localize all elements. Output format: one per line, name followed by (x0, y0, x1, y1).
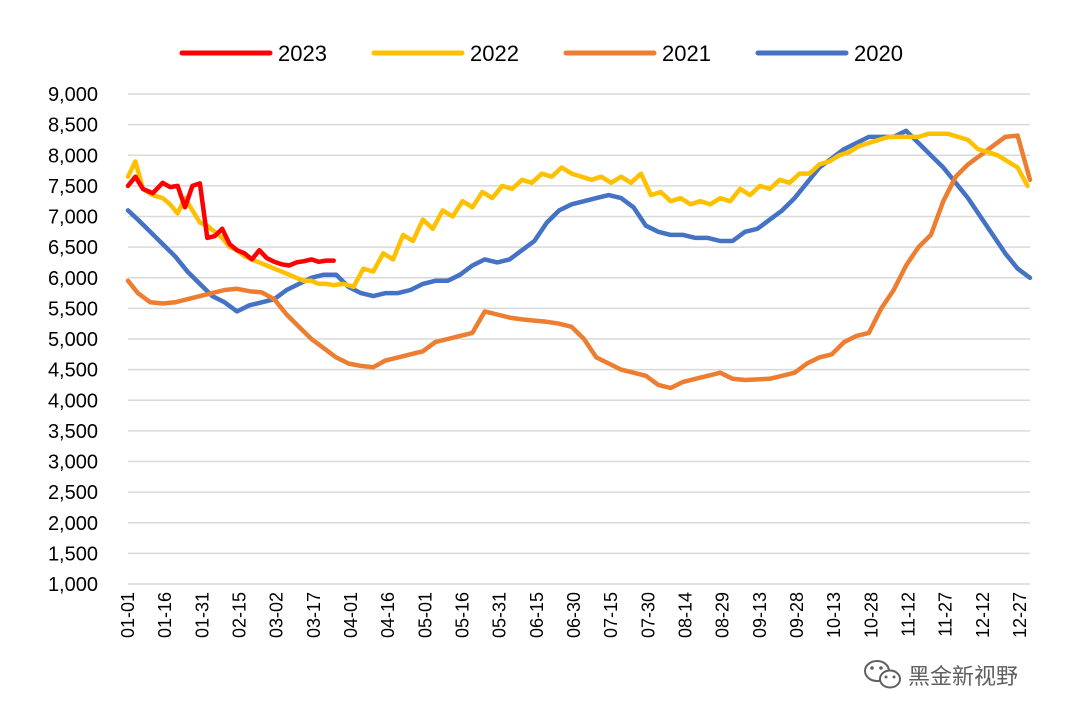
series-line-2022 (125, 131, 1030, 290)
wechat-icon (864, 660, 901, 689)
x-tick-label: 05-16 (453, 592, 473, 638)
legend-item-2023: 2023 (179, 41, 327, 66)
x-tick-label: 12-27 (1010, 592, 1030, 638)
series-lines (125, 128, 1033, 391)
x-tick-label: 06-15 (527, 592, 547, 638)
y-tick-label: 1,000 (48, 574, 98, 596)
x-tick-label: 02-15 (230, 592, 250, 638)
y-axis-ticks: 1,000 1,500 2,000 2,500 3,000 3,500 4,000 4,500… (48, 84, 98, 596)
x-tick-label: 08-14 (676, 592, 696, 638)
y-tick-label: 6,000 (48, 268, 98, 290)
x-tick-label: 03-17 (304, 592, 324, 638)
legend-item-2022: 2022 (371, 41, 519, 66)
y-tick-label: 4,500 (48, 360, 98, 382)
x-tick-label: 01-01 (118, 592, 138, 638)
x-tick-label: 03-02 (267, 592, 287, 638)
x-tick-label: 10-28 (861, 592, 881, 638)
y-tick-label: 5,000 (48, 329, 98, 351)
y-tick-label: 3,000 (48, 452, 98, 474)
y-tick-label: 9,000 (48, 84, 98, 106)
x-tick-label: 09-28 (787, 592, 807, 638)
x-tick-label: 06-30 (564, 592, 584, 638)
x-tick-label: 08-29 (713, 592, 733, 638)
legend-label: 2023 (278, 41, 327, 66)
y-tick-label: 5,500 (48, 298, 98, 320)
x-tick-label: 10-13 (824, 592, 844, 638)
y-tick-label: 6,500 (48, 237, 98, 259)
gridlines (128, 93, 1030, 585)
x-tick-label: 04-16 (378, 592, 398, 638)
legend-label: 2021 (662, 41, 711, 66)
y-tick-label: 2,000 (48, 513, 98, 535)
legend: 2023 2022 2021 2020 (179, 41, 903, 66)
series-line-2020 (125, 128, 1033, 314)
x-tick-label: 04-01 (341, 592, 361, 638)
x-tick-label: 01-31 (192, 592, 212, 638)
x-tick-label: 01-16 (155, 592, 175, 638)
y-tick-label: 2,500 (48, 482, 98, 504)
series-line-2021 (125, 133, 1033, 391)
y-tick-label: 8,000 (48, 145, 98, 167)
legend-label: 2020 (854, 41, 903, 66)
x-tick-label: 09-13 (750, 592, 770, 638)
x-axis-ticks: 01-01 01-16 01-31 02-15 03-02 03-17 04-01 04-16… (118, 592, 1030, 638)
x-tick-label: 12-12 (973, 592, 993, 638)
watermark: 黑金新视野 (864, 660, 1018, 690)
watermark-text: 黑金新视野 (908, 665, 1018, 690)
x-tick-label: 11-12 (899, 592, 919, 637)
y-tick-label: 1,500 (48, 543, 98, 565)
x-tick-label: 07-15 (601, 592, 621, 638)
x-tick-label: 11-27 (936, 592, 956, 637)
x-tick-label: 05-01 (415, 592, 435, 638)
legend-item-2020: 2020 (755, 41, 903, 66)
y-tick-label: 3,500 (48, 421, 98, 443)
y-tick-label: 7,500 (48, 176, 98, 198)
y-tick-label: 7,000 (48, 207, 98, 229)
series-line-2023 (125, 174, 336, 268)
legend-label: 2022 (470, 41, 519, 66)
x-tick-label: 07-30 (638, 592, 658, 638)
y-tick-label: 4,000 (48, 390, 98, 412)
x-tick-label: 05-31 (490, 592, 510, 638)
legend-item-2021: 2021 (563, 41, 711, 66)
y-tick-label: 8,500 (48, 115, 98, 137)
